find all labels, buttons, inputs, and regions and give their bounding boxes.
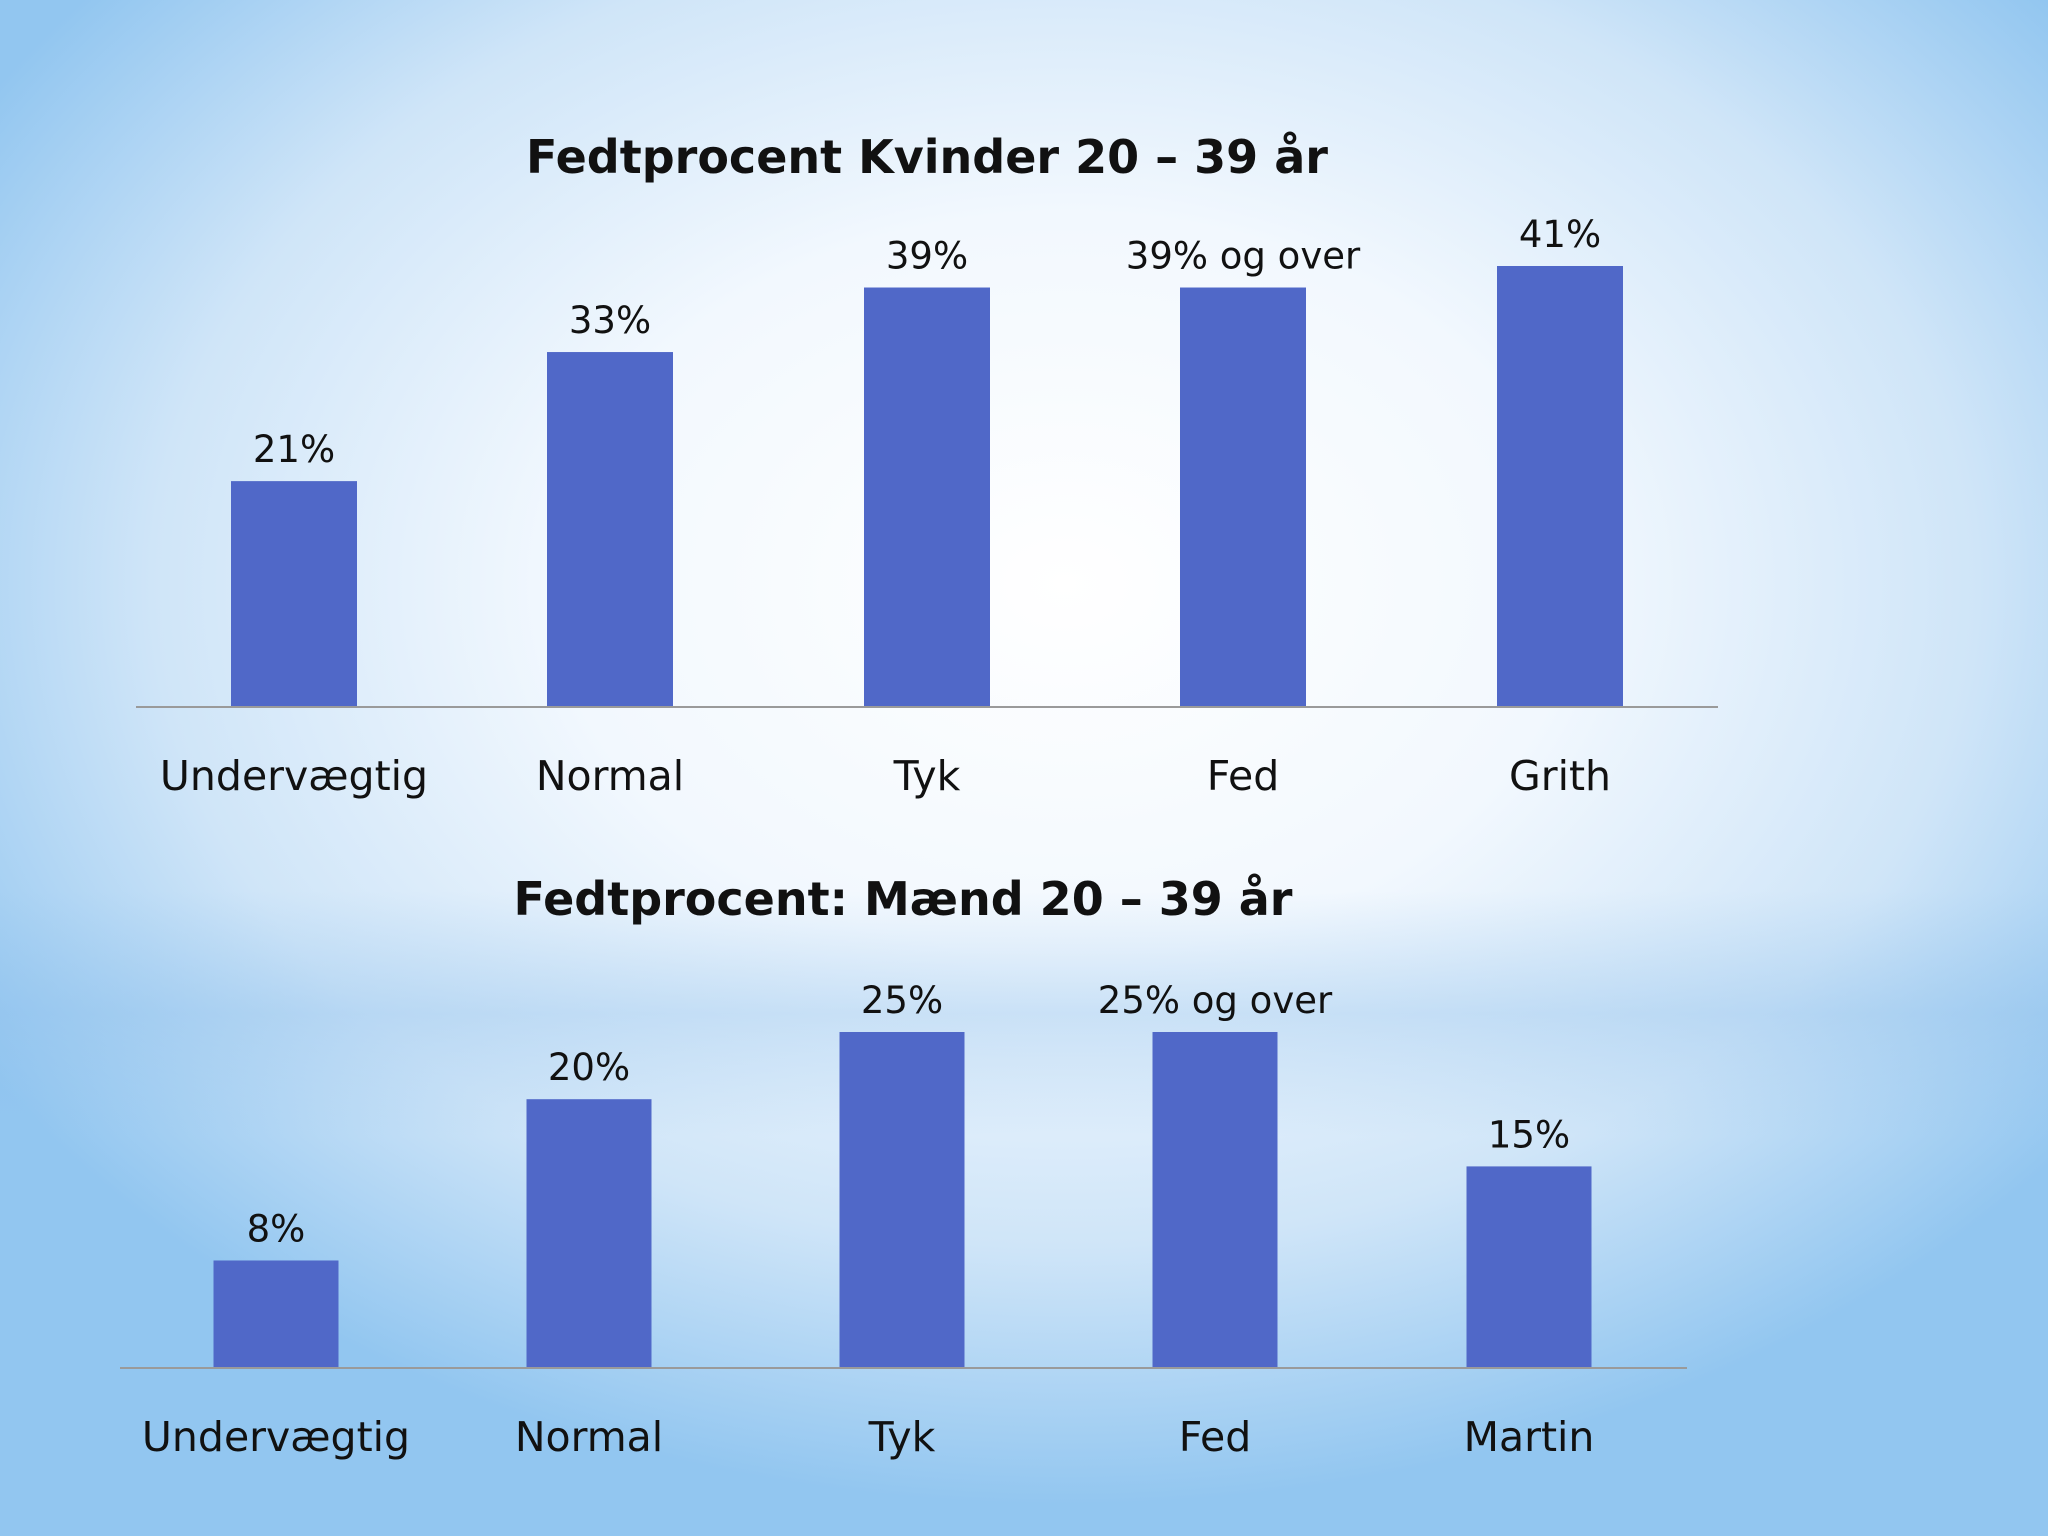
data-label-men-2: 20% — [548, 1046, 630, 1089]
bar-women-5 — [1497, 266, 1623, 707]
tick-label-women-3: Tyk — [893, 752, 961, 800]
data-label-men-3: 25% — [861, 979, 943, 1022]
data-label-women-3: 39% — [886, 235, 968, 278]
data-label-women-4: 39% og over — [1126, 235, 1361, 278]
data-label-women-2: 33% — [569, 299, 651, 342]
chart-women: Fedtprocent Kvinder 20 – 39 år 21% Undervæ… — [136, 130, 1718, 800]
tick-label-men-4: Fed — [1179, 1413, 1252, 1461]
data-label-men-5: 15% — [1488, 1113, 1570, 1156]
chart-title-men: Fedtprocent: Mænd 20 – 39 år — [514, 872, 1293, 926]
tick-label-women-1: Undervægtig — [160, 752, 428, 800]
bar-men-2 — [526, 1099, 652, 1368]
bar-men-3 — [839, 1032, 965, 1368]
data-label-men-4: 25% og over — [1098, 979, 1333, 1022]
tick-label-women-4: Fed — [1207, 752, 1280, 800]
tick-label-men-1: Undervægtig — [142, 1413, 410, 1461]
bar-men-4 — [1152, 1032, 1278, 1368]
bar-women-3 — [864, 287, 990, 707]
bar-women-2 — [547, 352, 673, 707]
bar-women-1 — [231, 481, 357, 707]
chart-title-women: Fedtprocent Kvinder 20 – 39 år — [526, 130, 1328, 184]
tick-label-men-5: Martin — [1464, 1413, 1595, 1461]
bar-women-4 — [1180, 287, 1306, 707]
tick-label-men-2: Normal — [515, 1413, 663, 1461]
data-label-women-5: 41% — [1519, 213, 1601, 256]
data-label-women-1: 21% — [253, 428, 335, 471]
tick-label-women-5: Grith — [1509, 752, 1611, 800]
data-label-men-1: 8% — [247, 1207, 306, 1250]
chart-men: Fedtprocent: Mænd 20 – 39 år 8% Undervægti… — [120, 872, 1687, 1461]
bar-men-5 — [1466, 1166, 1592, 1368]
bar-men-1 — [213, 1260, 339, 1368]
tick-label-men-3: Tyk — [868, 1413, 936, 1461]
tick-label-women-2: Normal — [536, 752, 684, 800]
